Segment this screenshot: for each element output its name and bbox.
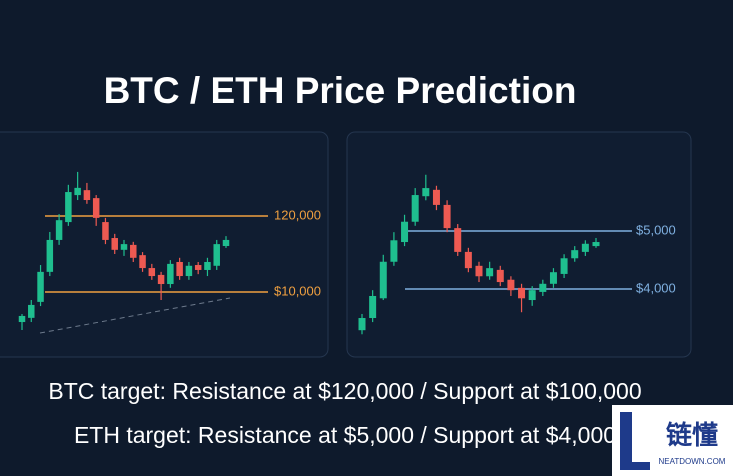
- candle-body: [83, 190, 91, 201]
- candle-body: [130, 244, 137, 258]
- candle-body: [167, 263, 174, 285]
- candle-body: [592, 242, 600, 247]
- candle-body: [432, 189, 440, 205]
- candle-body: [185, 265, 193, 277]
- candle-body: [464, 251, 472, 269]
- watermark-site: NEATDOWN.COM: [659, 457, 726, 466]
- candle-body: [549, 272, 557, 284]
- candle-body: [379, 261, 387, 299]
- candle-body: [148, 268, 156, 277]
- page-title: BTC / ETH Price Prediction: [104, 70, 577, 111]
- candle-body: [194, 265, 202, 270]
- candle-body: [581, 243, 589, 252]
- panel: [346, 131, 692, 358]
- candle-body: [560, 258, 568, 274]
- level-label: $10,000: [274, 283, 321, 298]
- candle-body: [111, 238, 118, 250]
- candle-body: [18, 315, 26, 323]
- candle-body: [528, 290, 536, 301]
- level-label: $4,000: [636, 280, 676, 295]
- watermark-logo: 链懂: [666, 420, 718, 450]
- candle-body: [496, 269, 504, 283]
- candle-body: [157, 274, 165, 285]
- candle-body: [571, 250, 579, 259]
- candle-body: [92, 198, 100, 218]
- candle-body: [213, 244, 220, 266]
- candle-body: [139, 255, 146, 269]
- candle-body: [120, 244, 128, 250]
- candle-body: [358, 318, 366, 331]
- caption: ETH target: Resistance at $5,000 / Suppo…: [74, 422, 616, 448]
- level-label: 120,000: [274, 207, 321, 222]
- candle-body: [37, 271, 44, 302]
- candle-body: [486, 268, 494, 277]
- candle-body: [28, 304, 35, 318]
- candle-body: [65, 192, 72, 223]
- candle-body: [204, 261, 211, 270]
- candle-body: [176, 261, 183, 277]
- caption: BTC target: Resistance at $120,000 / Sup…: [48, 378, 641, 404]
- candle-body: [390, 240, 398, 262]
- candle-body: [369, 295, 377, 319]
- candle-body: [74, 187, 81, 196]
- panel: [0, 131, 329, 358]
- candle-body: [539, 283, 547, 292]
- charts: 120,000 $10,000 $5,000 $4,000: [18, 171, 676, 335]
- candle-body: [411, 195, 419, 222]
- candle-body: [55, 220, 63, 240]
- candle-body: [518, 287, 526, 299]
- candle-body: [401, 221, 409, 243]
- candle-body: [46, 239, 54, 272]
- candle-body: [475, 265, 483, 277]
- level-label: $5,000: [636, 222, 676, 237]
- candle-body: [422, 188, 430, 197]
- candle-body: [222, 239, 230, 247]
- candle-body: [507, 279, 515, 291]
- candle-body: [454, 228, 462, 252]
- candle-body: [102, 222, 109, 240]
- watermark: 链懂 NEATDOWN.COM: [612, 405, 733, 476]
- candle-body: [443, 204, 451, 229]
- watermark-icon: [620, 412, 650, 470]
